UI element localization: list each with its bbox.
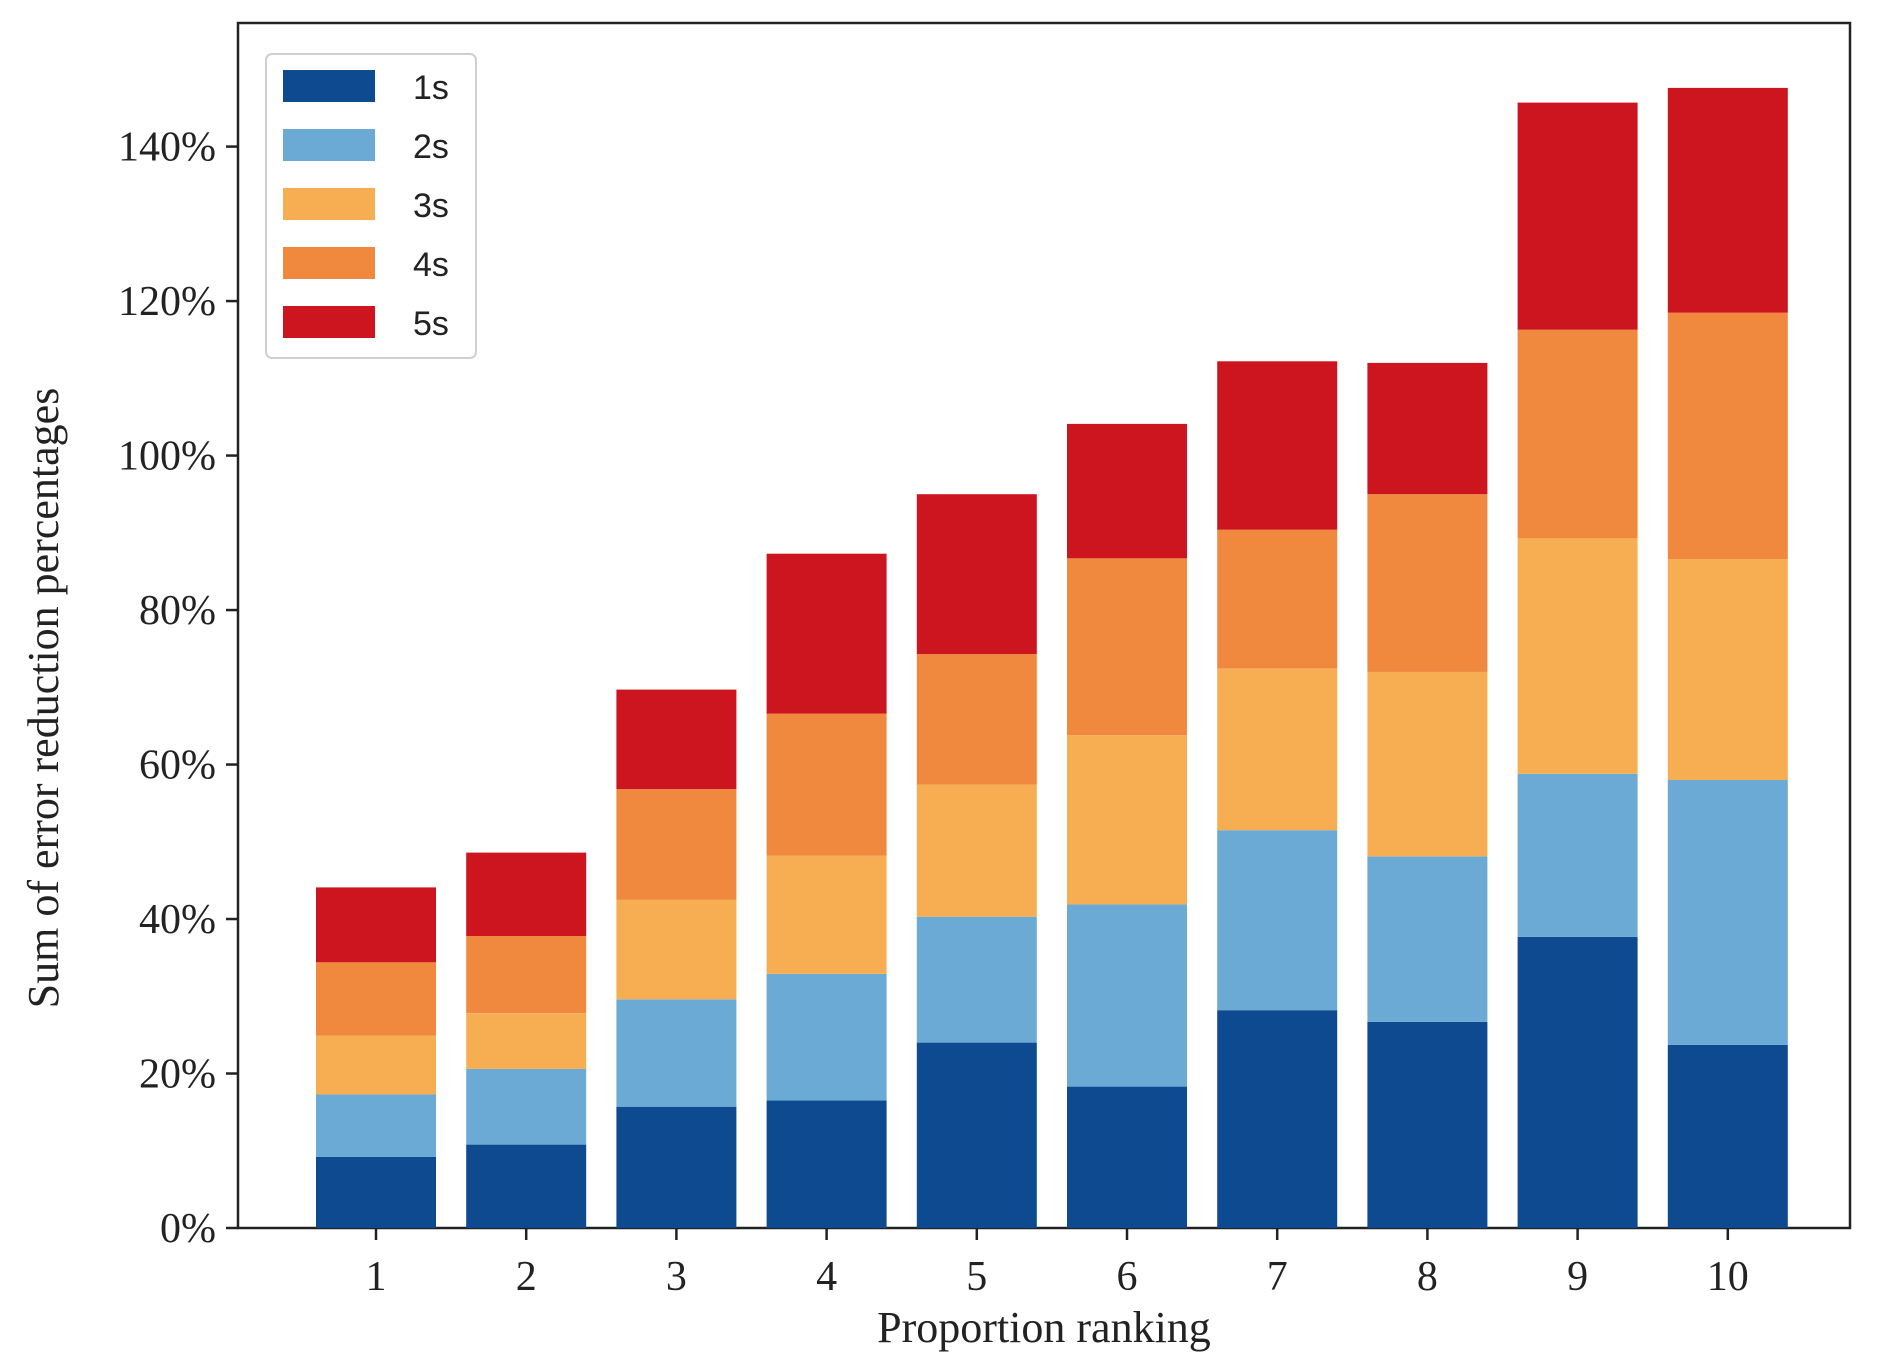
- x-tick-label: 1: [366, 1254, 387, 1300]
- legend: 1s 2s 3s 4s 5s: [265, 53, 477, 359]
- bar-1-2s: [316, 1094, 436, 1157]
- bar-3-3s: [616, 899, 737, 1000]
- bar-9-3s: [1517, 538, 1638, 774]
- y-tick-label: 40%: [139, 897, 216, 943]
- y-tick-label: 80%: [139, 588, 216, 634]
- bar-9-2s: [1517, 773, 1638, 937]
- legend-label-5s: 5s: [413, 305, 449, 343]
- bar-2-2s: [466, 1068, 587, 1145]
- bar-10-1s: [1667, 1044, 1788, 1228]
- bar-10-2s: [1667, 780, 1788, 1045]
- y-axis-title: Sum of error reduction percentages: [19, 388, 68, 1009]
- x-tick-label: 8: [1417, 1254, 1438, 1300]
- bar-3-4s: [616, 789, 737, 900]
- bar-1-4s: [316, 962, 436, 1036]
- bar-6-2s: [1067, 904, 1187, 1087]
- x-axis: 1 2 3 4 5 6 7 8 9 10: [366, 1228, 1749, 1300]
- legend-swatch-1s: [283, 70, 375, 102]
- legend-label-1s: 1s: [413, 69, 449, 107]
- y-tick-label: 60%: [139, 743, 216, 789]
- bar-10-3s: [1667, 559, 1788, 780]
- legend-swatch-5s: [283, 306, 375, 338]
- bar-1-1s: [316, 1156, 436, 1228]
- plot-frame: [236, 21, 1852, 1230]
- bar-5-4s: [916, 654, 1037, 785]
- bar-4-5s: [766, 553, 887, 714]
- bar-7-1s: [1217, 1010, 1338, 1228]
- bar-9-1s: [1517, 936, 1638, 1228]
- bars-group: [316, 87, 1788, 1228]
- bar-8-4s: [1367, 494, 1488, 672]
- bar-3-5s: [616, 689, 737, 790]
- bar-9-4s: [1517, 329, 1638, 539]
- bar-7-2s: [1217, 830, 1338, 1011]
- x-axis-title: Proportion ranking: [877, 1303, 1211, 1352]
- bar-2-3s: [466, 1013, 587, 1069]
- bar-6-5s: [1067, 423, 1187, 559]
- legend-swatch-4s: [283, 247, 375, 279]
- bar-5-5s: [916, 494, 1037, 655]
- legend-label-4s: 4s: [413, 246, 449, 284]
- bar-5-1s: [916, 1042, 1037, 1228]
- bar-5-2s: [916, 916, 1037, 1043]
- bar-7-4s: [1217, 529, 1338, 669]
- bar-7-5s: [1217, 361, 1338, 530]
- bar-6-3s: [1067, 735, 1187, 905]
- bar-6-1s: [1067, 1086, 1187, 1228]
- bar-8-5s: [1367, 362, 1488, 495]
- x-tick-label: 5: [966, 1254, 987, 1300]
- x-tick-label: 6: [1117, 1254, 1138, 1300]
- bar-10-5s: [1667, 87, 1788, 313]
- bar-1-5s: [316, 887, 436, 963]
- y-axis: 0% 20% 40% 60% 80% 100% 120% 140%: [118, 125, 238, 1252]
- bar-8-2s: [1367, 856, 1488, 1022]
- x-tick-label: 2: [516, 1254, 537, 1300]
- bar-9-5s: [1517, 102, 1638, 330]
- bar-4-2s: [766, 973, 887, 1101]
- bar-4-4s: [766, 713, 887, 856]
- bar-2-5s: [466, 852, 587, 936]
- x-tick-label: 7: [1267, 1254, 1288, 1300]
- legend-label-3s: 3s: [413, 187, 449, 225]
- bar-3-1s: [616, 1106, 737, 1228]
- bar-4-1s: [766, 1100, 887, 1228]
- bar-10-4s: [1667, 312, 1788, 560]
- x-tick-label: 9: [1567, 1254, 1588, 1300]
- bar-8-1s: [1367, 1021, 1488, 1228]
- bar-4-3s: [766, 855, 887, 974]
- bar-3-2s: [616, 999, 737, 1107]
- legend-swatch-3s: [283, 188, 375, 220]
- legend-swatch-2s: [283, 129, 375, 161]
- y-tick-label: 140%: [118, 125, 216, 171]
- x-tick-label: 4: [816, 1254, 837, 1300]
- bar-6-4s: [1067, 558, 1187, 736]
- bar-2-4s: [466, 936, 587, 1014]
- y-tick-label: 20%: [139, 1052, 216, 1098]
- bar-5-3s: [916, 784, 1037, 917]
- bar-8-3s: [1367, 671, 1488, 857]
- bar-2-1s: [466, 1144, 587, 1228]
- x-tick-label: 10: [1707, 1254, 1749, 1300]
- bar-7-3s: [1217, 668, 1338, 831]
- bar-1-3s: [316, 1035, 436, 1095]
- y-tick-label: 120%: [118, 279, 216, 325]
- x-tick-label: 3: [666, 1254, 687, 1300]
- y-tick-label: 0%: [160, 1206, 216, 1252]
- y-tick-label: 100%: [118, 434, 216, 480]
- legend-label-2s: 2s: [413, 128, 449, 166]
